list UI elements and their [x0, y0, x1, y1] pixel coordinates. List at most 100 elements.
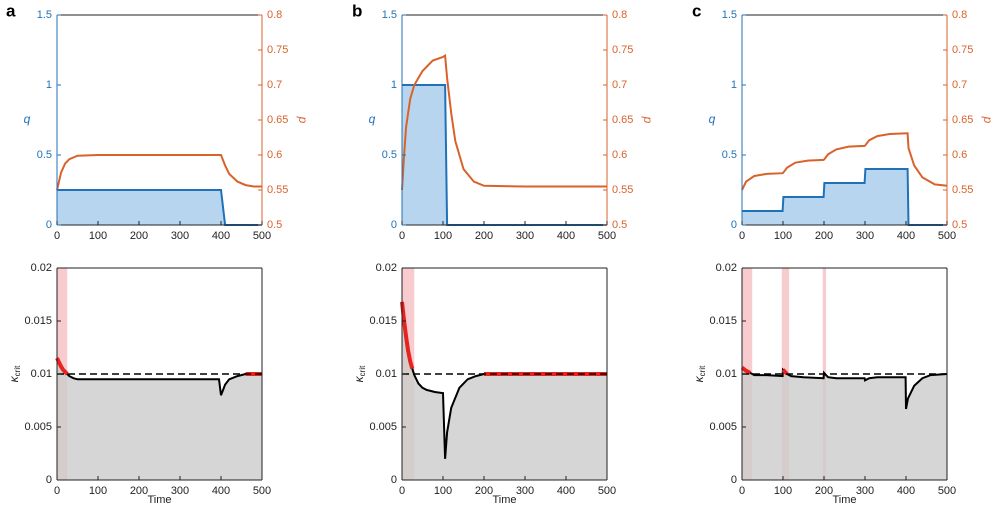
panel: 0 100 200 300 400 500 0 0.005 0.01 0.015 0.02 κcrit… — [692, 262, 956, 506]
x-tick-label: 300 — [856, 485, 874, 497]
series-line — [741, 132, 948, 191]
y-tick-label: 0.01 — [31, 368, 52, 380]
y-tick-label: 0.015 — [709, 315, 737, 327]
y2-tick-label: 0.5 — [612, 219, 627, 231]
x-tick-label: 200 — [475, 230, 493, 242]
panel: 0 100 200 300 400 500 0 0.5 1 1.5 0.5 0.55 0.6 0.65 0.… — [352, 1, 655, 241]
x-tick-label: 400 — [212, 230, 230, 242]
y2-tick-label: 0.8 — [612, 9, 627, 21]
y-axis-label: κcrit — [7, 365, 22, 382]
area-fill — [57, 190, 262, 225]
series-line — [56, 154, 262, 191]
y-tick-label: 0.005 — [709, 421, 737, 433]
x-tick-label: 0 — [739, 485, 745, 497]
y-tick-label: 0.5 — [722, 149, 737, 161]
y-tick-label: 0.015 — [24, 315, 52, 327]
y-axis-label-main: κ — [692, 375, 706, 382]
y-axis-label-sub: crit — [698, 365, 707, 376]
x-tick-label: 500 — [598, 230, 616, 242]
x-tick-label: 500 — [938, 485, 956, 497]
y-axis-label-sub: crit — [358, 365, 367, 376]
y-tick-label: 0.02 — [31, 262, 52, 274]
x-tick-label: 100 — [774, 485, 792, 497]
y-tick-label: 0.005 — [369, 421, 397, 433]
y-tick-label: 0 — [391, 219, 397, 231]
y-axis-label: κcrit — [352, 365, 367, 382]
y-tick-label: 0.01 — [376, 368, 397, 380]
above-threshold — [740, 366, 752, 375]
y-tick-label: 0.5 — [37, 149, 52, 161]
x-tick-label: 0 — [54, 230, 60, 242]
y-tick-label: 0.01 — [716, 368, 737, 380]
series-line — [401, 53, 607, 191]
y2-tick-label: 0.55 — [612, 184, 633, 196]
y-tick-label: 0.02 — [716, 262, 737, 274]
x-tick-label: 100 — [89, 230, 107, 242]
x-tick-label: 400 — [897, 230, 915, 242]
y-axis-label-main: κ — [352, 375, 366, 382]
x-tick-label: 400 — [897, 485, 915, 497]
x-tick-label: 300 — [516, 485, 534, 497]
x-tick-label: 400 — [557, 485, 575, 497]
panel-letter: a — [6, 1, 16, 20]
y-tick-label: 1 — [46, 79, 52, 91]
y2-axis-label: p — [641, 116, 655, 124]
x-tick-label: 200 — [130, 485, 148, 497]
y2-tick-label: 0.75 — [952, 44, 973, 56]
x-tick-label: 500 — [253, 485, 271, 497]
panel: 0 100 200 300 400 500 0 0.5 1 1.5 0.5 0.55 0.6 0.65 0.… — [692, 1, 995, 241]
x-tick-label: 200 — [475, 485, 493, 497]
x-tick-label: 500 — [598, 485, 616, 497]
y2-tick-label: 0.75 — [612, 44, 633, 56]
y2-tick-label: 0.65 — [612, 114, 633, 126]
y2-axis-label: p — [981, 116, 995, 124]
y-axis-label-main: κ — [7, 375, 21, 382]
x-tick-label: 300 — [171, 230, 189, 242]
y-tick-label: 0 — [731, 474, 737, 486]
y2-tick-label: 0.75 — [267, 44, 288, 56]
y-tick-label: 0.5 — [382, 149, 397, 161]
panel-letter: c — [692, 1, 701, 20]
series-line — [741, 366, 948, 410]
y2-tick-label: 0.55 — [952, 184, 973, 196]
y2-tick-label: 0.55 — [267, 184, 288, 196]
area-fill — [402, 85, 607, 225]
y-axis-label-sub: crit — [13, 365, 22, 376]
y-axis-label: q — [709, 112, 716, 126]
x-tick-label: 200 — [815, 485, 833, 497]
area-fill — [742, 169, 947, 225]
y-axis-label: q — [369, 112, 376, 126]
x-tick-label: 300 — [171, 485, 189, 497]
y-tick-label: 1 — [731, 79, 737, 91]
y-tick-label: 1.5 — [37, 9, 52, 21]
area-fill — [402, 301, 607, 480]
x-tick-label: 100 — [434, 485, 452, 497]
x-tick-label: 0 — [54, 485, 60, 497]
y-tick-label: 1.5 — [722, 9, 737, 21]
panel: 0 100 200 300 400 500 0 0.005 0.01 0.015 0.02 κcrit… — [7, 262, 271, 506]
y-tick-label: 0.015 — [369, 315, 397, 327]
y-tick-label: 0 — [731, 219, 737, 231]
y2-tick-label: 0.6 — [952, 149, 967, 161]
x-axis-label: Time — [492, 494, 516, 506]
y2-tick-label: 0.65 — [267, 114, 288, 126]
panel-letter: b — [352, 1, 362, 20]
y2-tick-label: 0.8 — [952, 9, 967, 21]
x-tick-label: 100 — [89, 485, 107, 497]
y2-tick-label: 0.7 — [952, 79, 967, 91]
y2-tick-label: 0.6 — [267, 149, 282, 161]
y-tick-label: 1.5 — [382, 9, 397, 21]
x-axis-label: Time — [147, 494, 171, 506]
y-tick-label: 0 — [391, 474, 397, 486]
x-tick-label: 300 — [516, 230, 534, 242]
x-tick-label: 500 — [253, 230, 271, 242]
area-fill — [57, 358, 262, 480]
x-axis-label: Time — [832, 494, 856, 506]
y-axis-label: κcrit — [692, 365, 707, 382]
x-tick-label: 400 — [212, 485, 230, 497]
x-tick-label: 0 — [399, 230, 405, 242]
y2-tick-label: 0.6 — [612, 149, 627, 161]
y2-tick-label: 0.7 — [267, 79, 282, 91]
x-tick-label: 0 — [399, 485, 405, 497]
